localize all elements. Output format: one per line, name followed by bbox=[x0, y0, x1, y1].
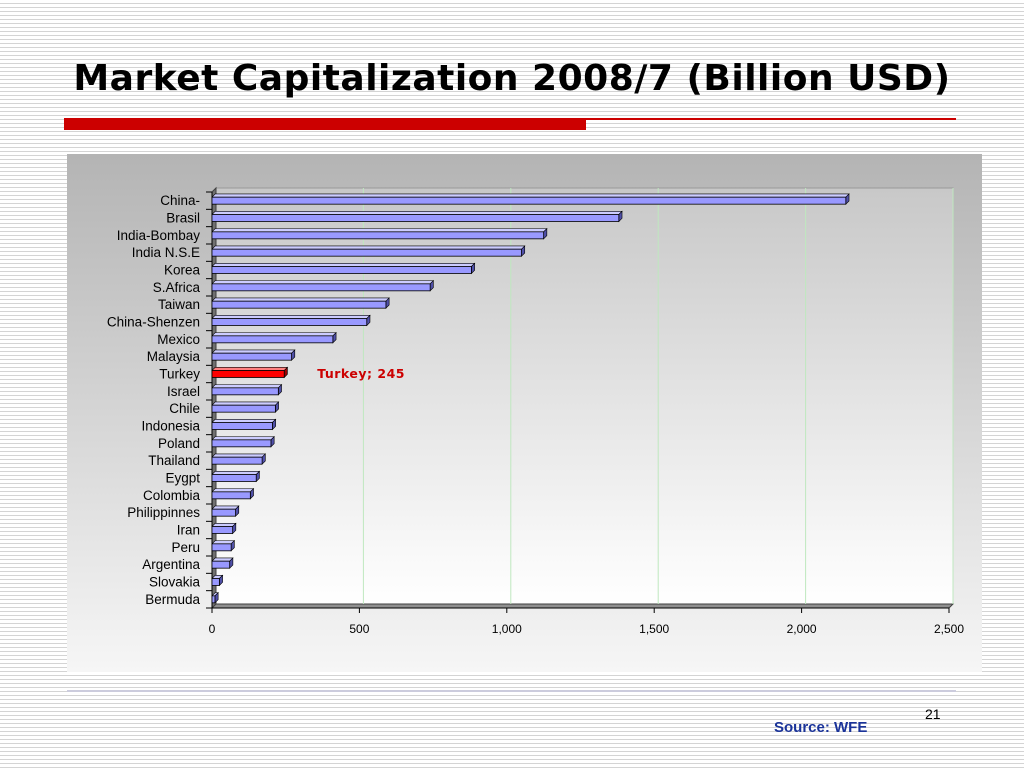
bar bbox=[211, 387, 279, 396]
slide-title: Market Capitalization 2008/7 (Billion US… bbox=[73, 58, 951, 99]
bar bbox=[211, 248, 522, 257]
turkey-annotation: Turkey; 245 bbox=[317, 366, 405, 381]
title-accent-bar bbox=[64, 118, 586, 130]
category-label: Israel bbox=[167, 384, 200, 399]
bar-top-face bbox=[211, 384, 283, 389]
category-label: Peru bbox=[171, 540, 200, 555]
category-label: Bermuda bbox=[145, 592, 200, 607]
bar-top-face bbox=[211, 522, 237, 527]
x-tick-label: 1,500 bbox=[639, 622, 669, 636]
category-label: Eygpt bbox=[165, 471, 200, 486]
category-label: Brasil bbox=[166, 211, 200, 226]
category-label: Korea bbox=[164, 263, 201, 278]
bar-top-face bbox=[211, 488, 255, 493]
bar-top-face bbox=[211, 193, 850, 198]
category-label: Slovakia bbox=[149, 575, 201, 590]
bar bbox=[211, 526, 234, 534]
bar-top-face bbox=[211, 263, 476, 267]
bar bbox=[211, 404, 276, 413]
bar-top-face bbox=[211, 315, 371, 319]
bar bbox=[211, 474, 257, 482]
category-label: India-Bombay bbox=[117, 228, 201, 243]
category-label: Mexico bbox=[157, 332, 200, 347]
chart-panel: 0 500 1,000 1,500 2,000 2,500 China- Brasil Indi… bbox=[67, 154, 982, 672]
bar bbox=[211, 318, 368, 326]
bar bbox=[211, 508, 236, 517]
category-label: Taiwan bbox=[158, 297, 200, 312]
bar-top-face bbox=[211, 470, 261, 475]
title-rule-line bbox=[586, 118, 956, 120]
category-label: Turkey bbox=[159, 367, 200, 382]
category-label: Colombia bbox=[143, 488, 201, 503]
category-label: Iran bbox=[177, 523, 200, 538]
category-label: Philippinnes bbox=[127, 505, 200, 520]
bar bbox=[211, 335, 334, 344]
bar bbox=[211, 196, 847, 205]
footer-rule bbox=[67, 690, 956, 692]
plot-floor bbox=[210, 603, 955, 609]
bar bbox=[211, 283, 431, 292]
bar-top-face bbox=[211, 540, 236, 545]
category-label: India N.S.E bbox=[132, 245, 200, 260]
bar-chart: 0 500 1,000 1,500 2,000 2,500 China- Brasil Indi… bbox=[67, 154, 982, 672]
category-label: S.Africa bbox=[153, 280, 201, 295]
bar bbox=[211, 370, 285, 378]
plot-back-wall bbox=[215, 187, 954, 605]
bar-top-face bbox=[211, 367, 289, 371]
bar bbox=[211, 578, 220, 586]
x-tick-label: 1,000 bbox=[492, 622, 522, 636]
category-label: Malaysia bbox=[147, 349, 201, 364]
bar-top-face bbox=[211, 245, 526, 250]
bar bbox=[211, 491, 251, 500]
x-tick-label: 0 bbox=[209, 622, 216, 636]
bar bbox=[211, 560, 231, 569]
category-label: Thailand bbox=[148, 453, 200, 468]
bar bbox=[211, 439, 272, 448]
bar-top-face bbox=[211, 228, 548, 233]
bar bbox=[211, 214, 620, 222]
bar bbox=[211, 266, 472, 274]
bar-top-face bbox=[211, 332, 337, 337]
bar-top-face bbox=[211, 210, 623, 215]
bar-top-face bbox=[211, 349, 296, 354]
bar bbox=[211, 231, 545, 240]
bar-top-face bbox=[211, 453, 267, 458]
bar-top-face bbox=[211, 297, 390, 302]
page-number: 21 bbox=[925, 706, 941, 722]
category-label: Poland bbox=[158, 436, 200, 451]
bar bbox=[211, 422, 273, 430]
bar bbox=[211, 456, 263, 465]
category-label: Argentina bbox=[142, 557, 200, 572]
source-note: Source: WFE bbox=[774, 719, 868, 736]
category-label: Indonesia bbox=[141, 419, 200, 434]
x-tick-label: 2,500 bbox=[934, 622, 964, 636]
bar-top-face bbox=[211, 280, 435, 285]
category-label: China- bbox=[160, 193, 200, 208]
bar bbox=[211, 595, 216, 604]
x-tick-label: 500 bbox=[349, 622, 369, 636]
category-label: Chile bbox=[169, 401, 200, 416]
bar-top-face bbox=[211, 505, 240, 510]
bar-top-face bbox=[211, 401, 280, 406]
bar bbox=[211, 543, 232, 552]
category-label: China-Shenzen bbox=[107, 315, 200, 330]
bar bbox=[211, 352, 292, 361]
bar-top-face bbox=[211, 418, 277, 423]
x-tick-label: 2,000 bbox=[787, 622, 817, 636]
bar bbox=[211, 300, 387, 309]
bar-top-face bbox=[211, 436, 275, 441]
